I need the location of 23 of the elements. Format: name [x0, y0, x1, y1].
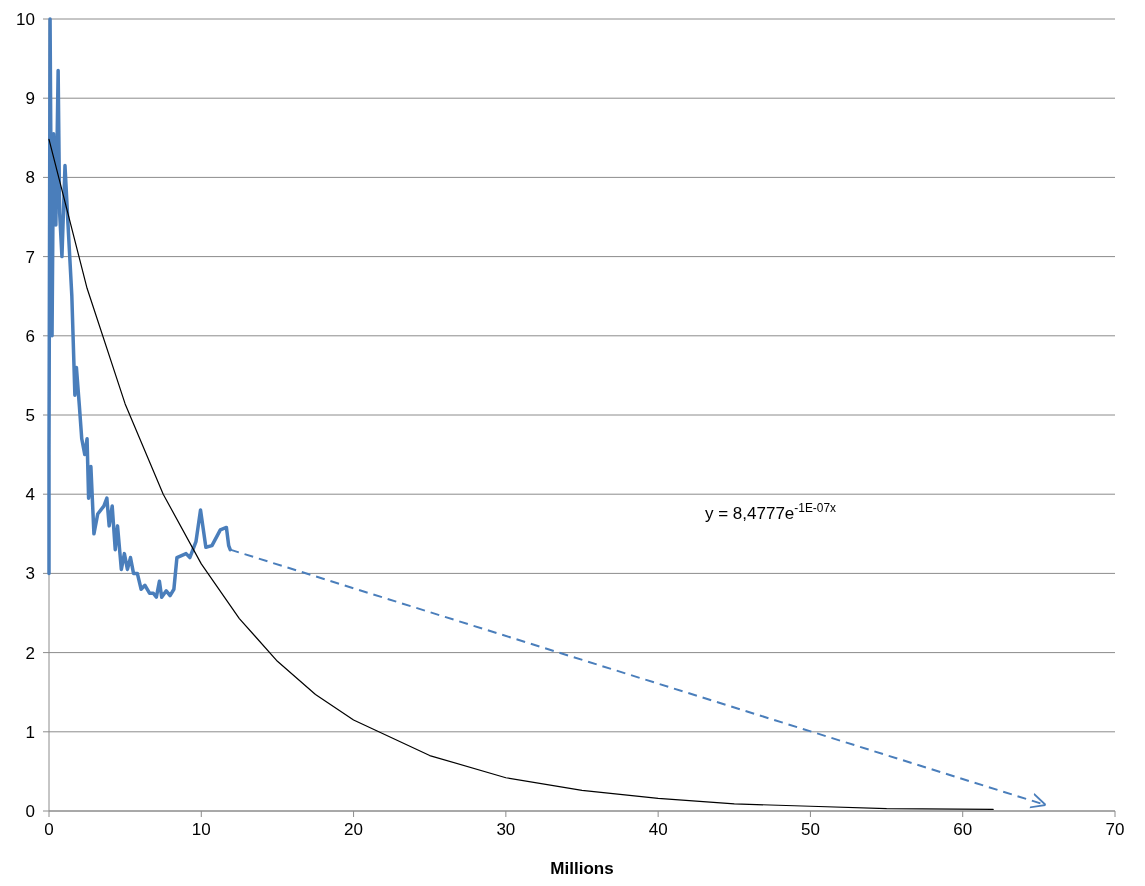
annotation: y = 8,4777e$^{-1E-07x}$ [705, 501, 837, 523]
x-tick-label: 20 [344, 820, 364, 839]
x-axis-title: Millions [550, 859, 614, 878]
x-tick-label: 10 [191, 820, 211, 839]
line-series [47, 17, 232, 599]
y-tick-label: 2 [25, 643, 35, 663]
x-tick-label: 50 [800, 820, 820, 839]
y-tick-label: 8 [25, 168, 35, 188]
y-tick-label: 1 [25, 722, 35, 742]
y-tick-label: 9 [25, 89, 35, 109]
y-tick-label: 10 [16, 10, 35, 29]
x-tick-label: 60 [953, 820, 973, 839]
line-series [48, 138, 994, 811]
y-tick-label: 6 [25, 326, 35, 346]
x-tick-label: 30 [496, 820, 516, 839]
x-tick-label: 70 [1105, 820, 1125, 839]
y-tick-label: 7 [25, 247, 35, 267]
y-tick-label: 0 [25, 802, 35, 821]
y-tick-label: 4 [25, 485, 35, 505]
y-tick-label: 3 [25, 564, 35, 584]
x-tick-label: 0 [44, 820, 54, 839]
y-tick-label: 5 [25, 406, 35, 425]
x-tick-label: 40 [648, 820, 668, 839]
